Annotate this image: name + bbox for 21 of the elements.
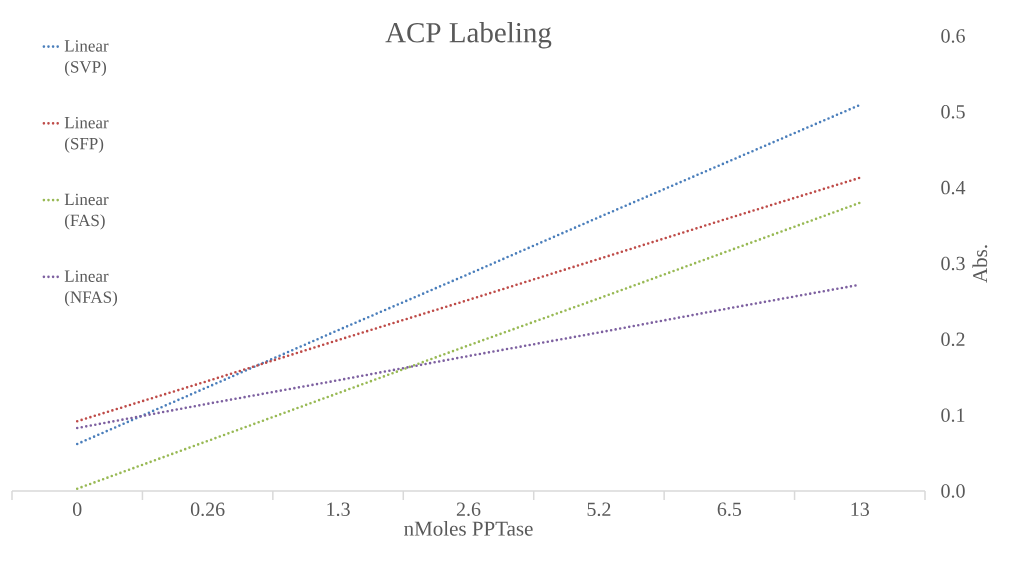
x-tick-label: 0.26	[190, 502, 225, 517]
legend-label: Linear (SFP)	[64, 116, 109, 153]
legend-label: Linear (FAS)	[64, 193, 109, 230]
y-tick-label: 0.4	[941, 180, 966, 195]
x-tick-label: 5.2	[587, 502, 611, 517]
x-tick-label: 13	[851, 502, 870, 516]
y-axis-title: Abs.	[972, 245, 988, 283]
y-tick-label: 0.2	[941, 332, 965, 347]
chart-title: ACP Labeling	[385, 22, 552, 49]
x-tick-label: 1.3	[327, 502, 350, 517]
y-tick-label: 0.3	[941, 256, 965, 271]
x-axis-title: nMoles PPTase	[404, 520, 533, 536]
y-tick-label: 0.6	[941, 29, 965, 43]
y-tick-label: 0.5	[941, 105, 965, 119]
x-tick-label: 0	[72, 502, 82, 517]
legend-label: Linear (NFAS)	[64, 270, 118, 307]
y-tick-label: 0.1	[941, 408, 965, 422]
y-tick-label: 0.0	[941, 484, 965, 498]
legend-label: Linear (SVP)	[64, 40, 109, 77]
x-tick-label: 6.5	[717, 502, 742, 517]
x-tick-label: 2.6	[456, 502, 481, 517]
